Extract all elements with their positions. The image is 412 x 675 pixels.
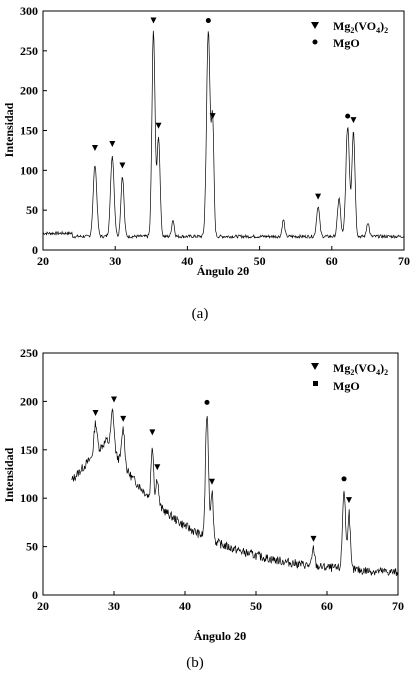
x-tick-label: 70 [398,254,410,268]
triangle-peak-marker [155,122,162,129]
chart-a-caption: (a) [192,306,209,322]
triangle-peak-marker [350,117,357,124]
triangle-peak-marker [150,17,157,24]
legend-a-triangle-marker [311,22,319,29]
triangle-peak-marker [208,478,215,485]
triangle-peak-marker [111,396,117,403]
chart-a-xlabel: Ángulo 2θ [197,264,250,278]
triangle-peak-marker [92,410,99,417]
legend-b-entry-2: MgO [333,379,360,393]
y-tick-label: 150 [20,443,38,457]
y-tick-label: 50 [26,203,38,217]
chart-b: 20 30 40 50 60 70 0 50 100 150 200 250 Ángulo 2θ In… [2,346,404,671]
legend-a-dot-marker [312,39,318,45]
dot-peak-marker [341,476,347,482]
y-tick-label: 100 [20,163,38,177]
chart-b-peak-markers [92,396,353,542]
chart-a-trace [42,30,405,240]
dot-peak-marker [345,113,351,119]
x-tick-label: 50 [254,254,266,268]
chart-b-ticks: 20 30 40 50 60 70 0 50 100 150 200 250 [20,346,404,613]
triangle-peak-marker [346,497,353,504]
triangle-peak-marker [149,429,156,436]
y-tick-label: 100 [20,491,38,505]
y-tick-label: 150 [20,124,38,138]
legend-b-square-marker [313,381,318,386]
triangle-peak-marker [154,464,161,471]
legend-a-entry-1: Mg2(VO4)2 [333,19,388,35]
x-tick-label: 60 [326,254,338,268]
chart-a: 20 30 40 50 60 70 0 50 100 150 200 250 300 Ángulo 2θ… [2,4,410,322]
chart-a-ticks: 20 30 40 50 60 70 0 50 100 150 200 250 300 [20,4,410,268]
legend-a-entry-2: MgO [333,36,360,50]
legend-b-entry-1: Mg2(VO4)2 [333,361,388,377]
chart-b-legend: Mg2(VO4)2 MgO [311,361,388,393]
chart-b-xlabel: Ángulo 2θ [194,629,247,643]
x-tick-label: 20 [37,599,49,613]
x-tick-label: 30 [108,599,120,613]
chart-b-trace [71,407,399,577]
triangle-peak-marker [120,415,127,422]
triangle-peak-marker [310,535,317,542]
triangle-peak-marker [109,141,116,148]
x-tick-label: 20 [37,254,49,268]
y-tick-label: 200 [20,394,38,408]
y-tick-label: 300 [20,4,38,18]
y-tick-label: 250 [20,44,38,58]
dot-peak-marker [204,399,210,405]
y-tick-label: 50 [26,540,38,554]
y-tick-label: 250 [20,346,38,360]
x-tick-label: 40 [181,254,193,268]
chart-a-ylabel: Intensidad [2,102,16,157]
triangle-peak-marker [119,162,126,169]
triangle-peak-marker [315,193,322,200]
chart-a-peak-markers [91,17,357,200]
chart-b-frame [42,352,399,596]
x-tick-label: 30 [109,254,121,268]
x-tick-label: 40 [179,599,191,613]
triangle-peak-marker [91,145,98,152]
chart-b-ylabel: Intensidad [2,447,16,502]
x-tick-label: 50 [250,599,262,613]
x-tick-label: 70 [392,599,404,613]
x-tick-label: 60 [321,599,333,613]
chart-b-caption: (b) [186,655,204,671]
dot-peak-marker [205,18,211,24]
y-tick-label: 0 [32,588,38,602]
chart-a-legend: Mg2(VO4)2 MgO [311,19,388,50]
y-tick-label: 0 [32,243,38,257]
triangle-peak-marker [209,113,216,120]
legend-b-triangle-marker [311,363,319,370]
y-tick-label: 200 [20,84,38,98]
